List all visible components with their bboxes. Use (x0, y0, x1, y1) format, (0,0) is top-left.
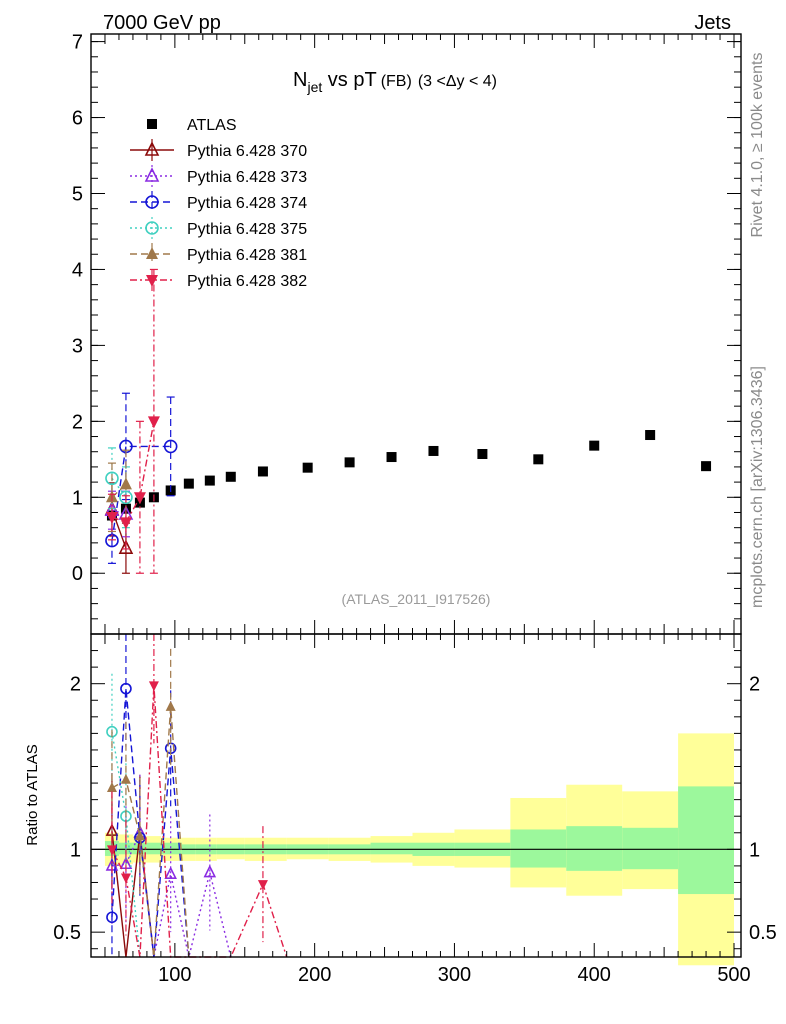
main-point-atlas-5 (183, 478, 194, 489)
main-point-atlas-16 (645, 430, 656, 441)
main-point-p374-2 (163, 439, 178, 454)
main-point-p382-1 (119, 517, 132, 530)
main-point-atlas-10 (344, 457, 355, 468)
legend-marker-atlas (147, 119, 157, 129)
main-ytick-label-2: 2 (72, 411, 83, 433)
xtick-label-0: 100 (158, 964, 191, 986)
legend-marker-p374 (145, 195, 159, 209)
title-range: (3 <Δy < 4) (418, 73, 497, 90)
ratio-point-p382-3 (148, 681, 159, 692)
ratio-point-p381-0 (106, 782, 117, 793)
main-ytick-label-7: 7 (72, 32, 83, 54)
legend-label-p375: Pythia 6.428 375 (187, 221, 307, 238)
legend-marker-p373 (144, 167, 160, 182)
main-ytick-label-4: 4 (72, 259, 83, 281)
main-line-p382 (111, 421, 155, 524)
legend-marker-p375 (145, 221, 159, 235)
title-sub: jet (306, 79, 322, 95)
main-point-atlas-15 (589, 440, 600, 451)
main-point-p381-1 (119, 477, 132, 490)
ratio-point-p381-2 (134, 830, 145, 841)
main-point-p375-1 (119, 490, 133, 505)
main-point-atlas-11 (386, 452, 397, 463)
main-point-p370-1 (118, 539, 134, 554)
main-ytick-label-0: 0 (72, 563, 83, 585)
side-label-bottom: mcplots.cern.ch [arXiv:1306.3436] (749, 366, 766, 608)
main-point-p382-0 (105, 512, 118, 525)
legend-label-p373: Pythia 6.428 373 (187, 169, 307, 186)
ratio-point-p382-0 (106, 845, 117, 856)
main-point-atlas-14 (533, 454, 544, 465)
main-ytick-label-3: 3 (72, 335, 83, 357)
main-point-p382-2 (133, 492, 146, 505)
header-right: Jets (694, 12, 731, 34)
band-inner-15 (566, 826, 623, 871)
xtick-label-2: 300 (438, 964, 471, 986)
header-left: 7000 GeV pp (103, 12, 221, 34)
main-point-atlas-13 (477, 449, 488, 459)
main-point-p382-3 (147, 416, 160, 429)
ratio-frame (90, 633, 742, 958)
main-ytick-label-6: 6 (72, 108, 83, 130)
ratio-line-p373 (111, 830, 232, 958)
main-ytick-label-1: 1 (72, 487, 83, 509)
legend-marker-p370 (144, 141, 160, 156)
ratio-point-p382-7 (257, 880, 268, 891)
title-rest: vs pT (322, 69, 376, 91)
legend-label-p381: Pythia 6.428 381 (187, 247, 307, 264)
title-main: N (293, 69, 307, 91)
ratio-point-p381-4 (165, 700, 176, 711)
ratio-ytick-label-left-2: 2 (70, 674, 81, 696)
legend-label-atlas: ATLAS (187, 117, 237, 134)
ratio-line-p382 (111, 685, 288, 958)
ratio-line-p374 (111, 688, 190, 958)
xtick-label-4: 500 (717, 964, 750, 986)
side-label-top: Rivet 4.1.0, ≥ 100k events (749, 53, 766, 238)
legend-marker-p381 (146, 247, 158, 259)
band-inner-3 (146, 842, 161, 855)
main-point-atlas-12 (428, 445, 439, 456)
ratio-ytick-label-left-0: 0.5 (53, 922, 81, 944)
legend-marker-p382 (146, 275, 158, 287)
plot-title: Njet vs pT (FB) (3 <Δy < 4) (293, 69, 497, 95)
main-point-atlas-9 (302, 462, 313, 473)
main-point-atlas-8 (257, 466, 268, 477)
main-point-p374-0 (105, 533, 119, 548)
title-fb: (FB) (381, 73, 412, 90)
legend-label-p370: Pythia 6.428 370 (187, 143, 307, 160)
ratio-point-p373-4 (164, 866, 177, 879)
ratio-point-p374-0 (106, 911, 118, 924)
main-point-atlas-7 (225, 471, 236, 482)
band-inner-11 (370, 842, 413, 855)
band-inner-16 (622, 827, 679, 870)
ratio-point-p382-1 (120, 873, 131, 884)
main-line-p375 (111, 477, 127, 498)
xtick-label-3: 400 (578, 964, 611, 986)
ratio-ytick-label-right-0: 0.5 (749, 922, 777, 944)
main-point-p375-0 (105, 471, 119, 486)
ratio-point-p374-1 (120, 682, 132, 695)
band-inner-17 (678, 786, 735, 895)
main-point-atlas-6 (204, 475, 215, 486)
ratio-ytick-label-left-1: 1 (70, 839, 81, 861)
main-ytick-label-5: 5 (72, 183, 83, 205)
band-inner-4 (160, 842, 182, 855)
legend-label-p382: Pythia 6.428 382 (187, 273, 307, 290)
ratio-ytick-label-right-1: 1 (749, 839, 760, 861)
xtick-label-1: 200 (298, 964, 331, 986)
main-line-p374 (111, 445, 171, 541)
ratio-point-p373-6 (203, 864, 217, 878)
ratio-y-label: Ratio to ATLAS (24, 744, 41, 845)
ratio-ytick-label-right-2: 2 (749, 674, 760, 696)
watermark: (ATLAS_2011_I917526) (342, 591, 491, 607)
legend-label-p374: Pythia 6.428 374 (187, 195, 307, 212)
main-point-atlas-17 (701, 461, 712, 472)
ratio-point-p381-1 (120, 773, 131, 784)
band-inner-14 (510, 829, 567, 868)
